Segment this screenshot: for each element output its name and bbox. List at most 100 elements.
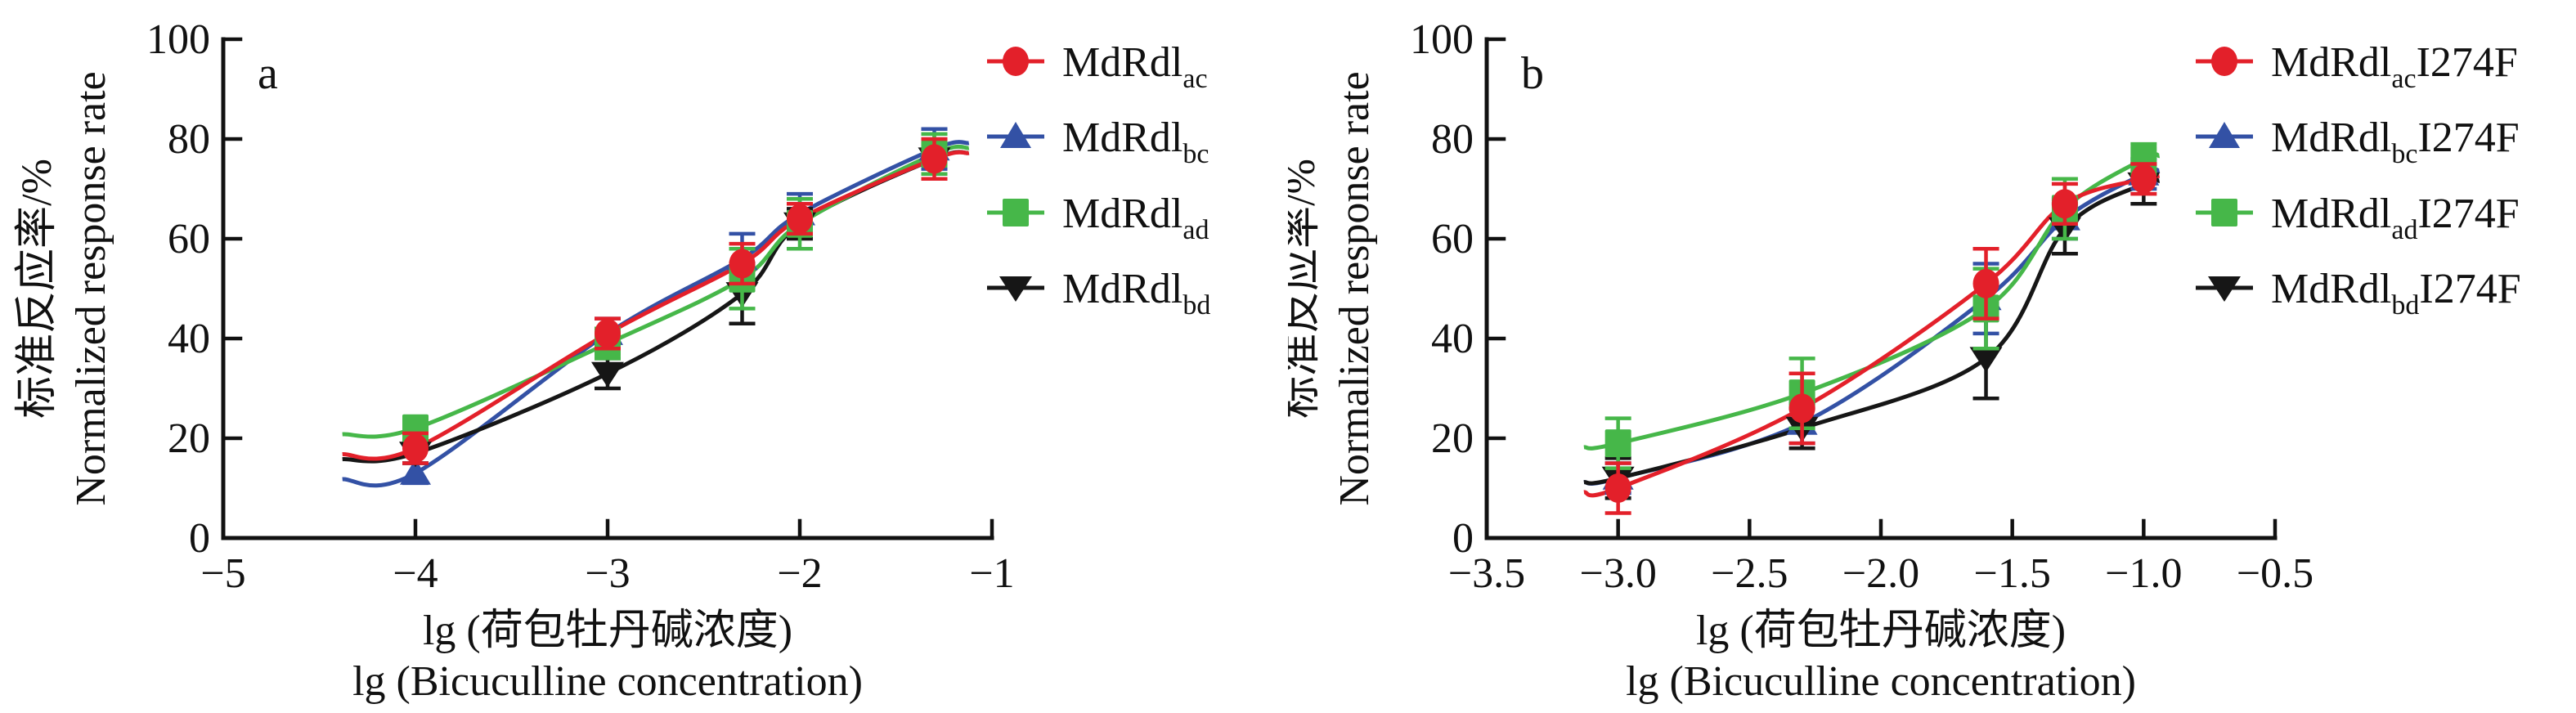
legend-item-mdrdl-bd-i274f: MdRdlbdI274F <box>2196 266 2521 321</box>
data-point-marker <box>921 144 948 174</box>
fit-curves <box>342 140 970 488</box>
axes <box>1484 37 2278 540</box>
legend-item-mdrdl-bc-i274f: MdRdlbcI274F <box>2196 114 2520 169</box>
x-tick-label: −3.0 <box>1580 550 1657 597</box>
circle-marker-icon <box>729 249 756 279</box>
circle-marker-icon <box>921 144 948 174</box>
circle-marker-icon <box>402 433 429 464</box>
series-mdrdl-ac-i274f <box>1604 162 2157 515</box>
data-point-marker <box>400 458 431 485</box>
chart-panel-a: 0 20 40 60 80 100 −5 −4 −3 −2 −1 lg (荷包牡丹碱浓度)lg (Bi… <box>14 16 1210 705</box>
circle-marker-icon <box>2051 189 2078 219</box>
y-tick-label: 40 <box>1431 316 1474 362</box>
x-tick-label: −2.0 <box>1842 550 1919 597</box>
circle-marker-icon <box>1972 268 1999 298</box>
legend-circle-icon <box>2211 47 2237 76</box>
x-tick-label: −0.5 <box>2237 550 2313 597</box>
circle-marker-icon <box>1003 47 1029 76</box>
data-point-marker <box>1788 393 1815 424</box>
data-point-marker <box>2130 164 2157 194</box>
axis-lines <box>1484 37 2278 540</box>
legend-item-mdrdl-ac-i274f: MdRdlacI274F <box>2196 39 2518 94</box>
legend-label: MdRdlacI274F <box>2271 39 2518 94</box>
y-axis-label-en: Normalized response rate <box>1331 71 1378 505</box>
data-point-marker <box>402 433 429 464</box>
legend-triangle-up-icon <box>2209 122 2240 148</box>
circle-marker-icon <box>1788 393 1815 424</box>
data-point-marker <box>2051 189 2078 219</box>
y-axis-label-cn: 标准反应率/% <box>14 159 61 419</box>
triangle-down-marker-icon <box>2208 276 2241 302</box>
axes <box>221 37 994 540</box>
x-axis-label-cn: lg (荷包牡丹碱浓度) <box>1696 608 2066 654</box>
data-point-marker <box>1969 347 2003 373</box>
curve-mdrdl-ac-i274f <box>1583 173 2161 498</box>
x-tick-label: −1.0 <box>2105 550 2182 597</box>
legend-item-mdrdl-ad: MdRdlad <box>987 191 1209 245</box>
x-axis-label-cn: lg (荷包牡丹碱浓度) <box>423 608 792 654</box>
triangle-up-marker-icon <box>1000 122 1031 148</box>
legend-label: MdRdlbd <box>1062 266 1210 321</box>
square-marker-icon <box>1003 199 1029 226</box>
y-tick-labels: 0 20 40 60 80 100 <box>1410 16 1474 562</box>
series-mdrdl-ac <box>402 137 948 465</box>
x-tick-label: −3 <box>585 550 630 597</box>
x-tick-label: −5 <box>200 550 245 597</box>
axis-lines <box>221 37 994 540</box>
series-mdrdl-bd <box>399 141 951 468</box>
x-tick-label: −3.5 <box>1448 550 1525 597</box>
data-point-marker <box>2130 145 2157 173</box>
square-marker-icon <box>1604 429 1631 458</box>
triangle-up-marker-icon <box>2209 122 2240 148</box>
data-point-marker <box>591 361 624 388</box>
legend-circle-icon <box>1003 47 1029 76</box>
chart-panel-b: 0 20 40 60 80 100 −3.5 −3.0 −2.5 −2.0 −1.5 −1.0 −0.5… <box>1288 16 2521 705</box>
legend-square-icon <box>1003 199 1029 226</box>
y-tick-labels: 0 20 40 60 80 100 <box>146 16 210 562</box>
y-tick-label: 60 <box>168 216 210 262</box>
legend-item-mdrdl-bd: MdRdlbd <box>987 266 1210 321</box>
triangle-down-marker-icon <box>1969 347 2003 373</box>
x-tick-label: −2 <box>777 550 822 597</box>
legend: MdRdlac MdRdlbc MdRdlad MdRdlbd <box>987 39 1210 321</box>
curve-mdrdl-bc <box>342 140 970 488</box>
data-point-marker <box>1972 268 1999 298</box>
y-tick-label: 20 <box>168 415 210 462</box>
y-tick-label: 100 <box>146 16 210 63</box>
x-axis-label-en: lg (Bicuculline concentration) <box>1626 658 2136 705</box>
legend-label: MdRdladI274F <box>2271 191 2520 245</box>
legend: MdRdlacI274F MdRdlbcI274F MdRdladI274F MdRd… <box>2196 39 2521 321</box>
legend-label: MdRdlad <box>1062 191 1209 245</box>
square-marker-icon <box>2130 145 2157 173</box>
data-point-marker <box>1604 429 1631 458</box>
data-point-marker <box>402 414 429 442</box>
x-tick-label: −2.5 <box>1711 550 1788 597</box>
panel-letter: b <box>1521 48 1544 99</box>
circle-marker-icon <box>2130 164 2157 194</box>
legend-label: MdRdlac <box>1062 39 1208 94</box>
legend-label: MdRdlbc <box>1062 114 1209 169</box>
curve-mdrdl-bd-i274f <box>1583 177 2161 486</box>
panel-letter: a <box>258 48 278 99</box>
legend-item-mdrdl-ac: MdRdlac <box>987 39 1208 94</box>
fit-curves <box>1583 152 2161 498</box>
triangle-down-marker-icon <box>591 361 624 388</box>
legend-triangle-up-icon <box>1000 122 1031 148</box>
legend-triangle-down-icon <box>2208 276 2241 302</box>
data-point-marker <box>729 249 756 279</box>
data-point-marker <box>787 204 813 234</box>
legend-item-mdrdl-ad-i274f: MdRdladI274F <box>2196 191 2520 245</box>
triangle-up-marker-icon <box>400 458 431 485</box>
x-tick-label: −4 <box>393 550 438 597</box>
legend-label: MdRdlbcI274F <box>2271 114 2520 169</box>
y-tick-label: 80 <box>1431 116 1474 163</box>
x-tick-label: −1 <box>969 550 1014 597</box>
square-marker-icon <box>2211 199 2237 226</box>
data-point-marker <box>1604 473 1631 503</box>
x-tick-labels: −3.5 −3.0 −2.5 −2.0 −1.5 −1.0 −0.5 <box>1448 550 2313 597</box>
circle-marker-icon <box>1604 473 1631 503</box>
y-axis-label-cn: 标准反应率/% <box>1288 159 1324 419</box>
legend-label: MdRdlbdI274F <box>2271 266 2521 321</box>
x-axis-label-en: lg (Bicuculline concentration) <box>352 658 863 705</box>
